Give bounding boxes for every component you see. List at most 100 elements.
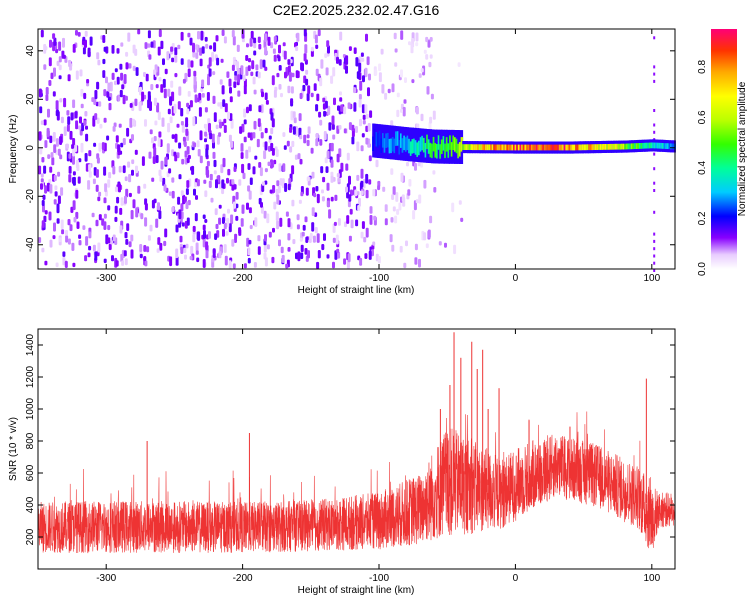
spectrogram-cell — [270, 142, 274, 151]
spectrogram-cell — [296, 224, 300, 230]
spectrogram-cell — [186, 108, 190, 115]
signal-core — [534, 144, 537, 151]
spectrogram-cell — [104, 183, 108, 193]
y-tick-label: 200 — [25, 528, 36, 545]
spectrogram-cell — [85, 236, 89, 246]
spectrogram-cell — [157, 237, 161, 245]
spectrogram-cell — [215, 179, 218, 189]
spectrogram-cell — [423, 49, 427, 54]
spectrogram-cell — [296, 32, 300, 42]
spectrogram-cell — [103, 197, 107, 204]
signal-core — [411, 139, 414, 154]
spectrogram-cell — [111, 72, 115, 80]
spectrogram-cell — [205, 241, 209, 251]
spectrogram-cell — [221, 29, 225, 36]
spectrogram-cell — [254, 155, 258, 160]
signal-core — [470, 144, 473, 150]
spectrogram-cell — [184, 150, 188, 158]
spectrogram-cell — [336, 248, 340, 253]
spectrogram-cell — [94, 251, 98, 261]
spectrogram-cell — [180, 121, 184, 126]
signal-core — [606, 144, 609, 150]
spectrogram-cell — [204, 138, 207, 143]
spectrogram-cell — [256, 138, 260, 148]
spectrogram-cell — [114, 80, 117, 86]
spectrogram-cell — [150, 84, 154, 91]
signal-core — [472, 144, 475, 151]
spectrogram-cell — [241, 163, 245, 174]
spectrogram-cell — [107, 205, 111, 211]
spectrogram-cell — [59, 136, 63, 145]
spectrogram-cell — [369, 215, 373, 225]
spectrogram-cell — [246, 237, 250, 247]
signal-core — [598, 144, 601, 150]
spectrogram-cell — [360, 145, 364, 152]
spectrogram-cell — [384, 92, 388, 100]
spectrogram-cell — [365, 173, 369, 184]
spectrogram-cell — [189, 100, 193, 108]
spectrogram-cell — [224, 255, 228, 266]
spectrogram-cell — [332, 67, 336, 77]
spectrogram-cell — [178, 86, 182, 96]
spectrogram-cell — [164, 68, 168, 75]
x-tick-label: -300 — [96, 573, 116, 584]
spectrogram-cell — [243, 84, 247, 95]
spectrogram-cell — [257, 36, 261, 43]
signal-core — [513, 144, 516, 151]
spectrogram-cell — [61, 229, 65, 235]
spectrogram-cell — [50, 152, 54, 158]
spectrogram-cell — [108, 243, 112, 251]
spectrogram-cell — [84, 255, 88, 262]
spectrogram-cell — [155, 218, 159, 228]
spectrogram-cell — [392, 186, 396, 195]
spectrogram-cell — [451, 202, 455, 213]
spectrogram-cell — [218, 251, 222, 259]
spectrogram-cell — [429, 54, 433, 59]
spectrogram-cell — [195, 52, 199, 59]
snr-panel: -300 -200 -100 0 100 200 400 600 800 1000 1200 140… — [8, 328, 676, 596]
spectrogram-cell — [237, 74, 241, 83]
signal-core — [665, 143, 668, 149]
spectrogram-x-label: Height of straight line (km) — [298, 285, 415, 296]
spectrogram-cell — [428, 121, 432, 130]
spectrogram-cell — [263, 150, 267, 160]
signal-core — [480, 144, 483, 151]
spectrogram-cell — [55, 138, 59, 147]
spectrogram-cell — [69, 224, 73, 232]
spectrogram-cell — [131, 159, 135, 165]
signal-core — [418, 140, 421, 156]
spectrogram-cell — [49, 39, 52, 48]
spectrogram-cell — [95, 101, 99, 107]
signal-core — [594, 144, 598, 150]
spectrogram-cell — [285, 263, 289, 269]
spectrogram-cell — [117, 144, 121, 153]
spectrogram-cell — [349, 208, 353, 215]
signal-core — [552, 144, 555, 151]
spectrogram-cell — [87, 180, 91, 190]
spectrogram-cell — [214, 233, 218, 240]
spectrogram-cell — [171, 149, 175, 157]
spectrogram-cell — [137, 29, 141, 35]
spectrogram-cell — [50, 72, 54, 80]
spectrogram-cell — [325, 67, 329, 76]
spectrogram-cell — [387, 88, 391, 94]
signal-core — [437, 135, 441, 150]
spectrogram-cell — [403, 99, 407, 104]
spectrogram-cell — [163, 240, 167, 247]
spectrogram-cell — [347, 253, 351, 263]
spectrogram-cell — [653, 254, 656, 258]
spectrogram-cell — [249, 177, 253, 185]
signal-core — [558, 144, 562, 151]
spectrogram-cell — [171, 206, 175, 213]
spectrogram-cell — [653, 167, 656, 171]
spectrogram-cell — [289, 146, 293, 153]
spectrogram-cell — [224, 103, 228, 113]
spectrogram-cell — [155, 84, 159, 89]
spectrogram-cell — [363, 236, 367, 243]
x-tick-label: 100 — [643, 273, 660, 284]
spectrogram-cell — [347, 102, 351, 109]
y-tick-label: 1200 — [25, 365, 36, 388]
spectrogram-cell — [229, 96, 233, 103]
spectrogram-cell — [119, 207, 123, 215]
spectrogram-cell — [280, 93, 283, 98]
